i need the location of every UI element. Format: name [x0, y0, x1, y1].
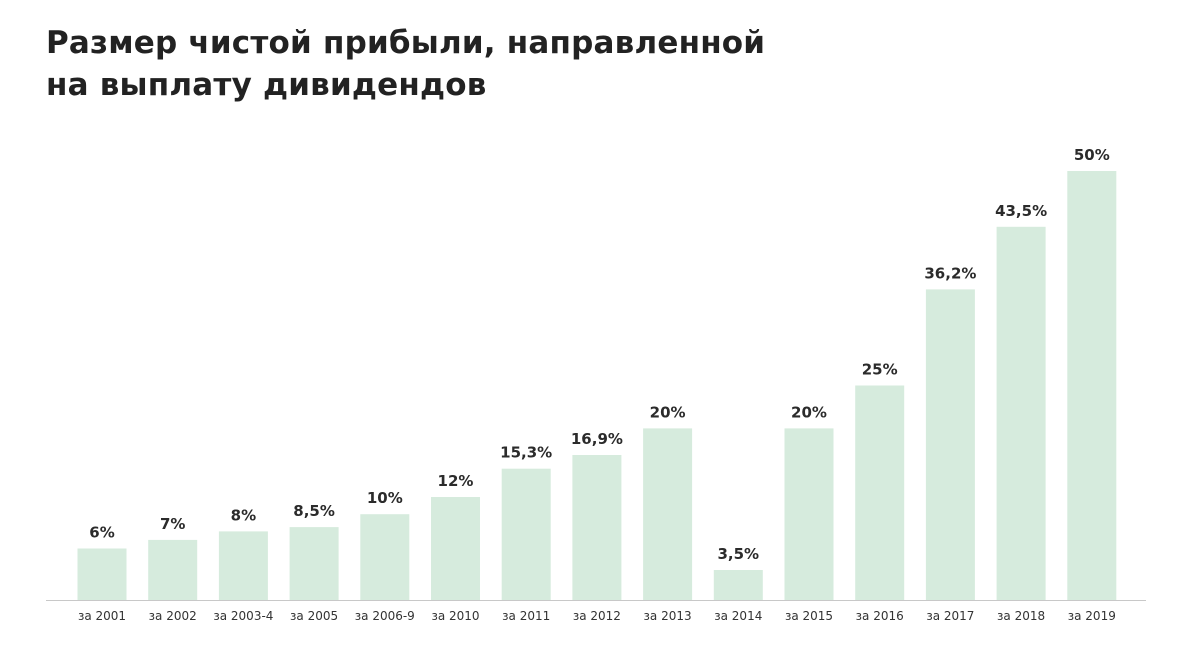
data-label-8: 20% [650, 403, 686, 421]
x-tick-label-14: за 2019 [1068, 609, 1116, 623]
bar-8 [643, 428, 693, 600]
bar-1 [148, 539, 198, 600]
x-tick-label-11: за 2016 [856, 609, 904, 623]
bars-group [77, 171, 1117, 601]
data-label-13: 43,5% [995, 202, 1047, 220]
x-tick-label-8: за 2013 [644, 609, 692, 623]
x-tick-label-10: за 2015 [785, 609, 833, 623]
bar-5 [431, 497, 480, 600]
data-label-3: 8,5% [293, 502, 335, 520]
data-label-14: 50% [1074, 146, 1110, 164]
x-tick-label-7: за 2012 [573, 609, 621, 623]
data-label-1: 7% [160, 515, 185, 533]
bar-3 [289, 527, 339, 600]
x-tick-label-6: за 2011 [502, 609, 550, 623]
data-label-0: 6% [89, 524, 114, 542]
x-tick-label-2: за 2003-4 [213, 609, 273, 623]
x-tick-labels-group: за 2001 за 2002 за 2003-4 за 2005 за 2006-9 з… [78, 609, 1116, 623]
x-tick-label-5: за 2010 [431, 609, 479, 623]
bar-10 [784, 428, 834, 600]
bar-0 [77, 548, 127, 600]
x-tick-label-0: за 2001 [78, 609, 126, 623]
data-label-7: 16,9% [571, 430, 623, 448]
data-label-5: 12% [438, 472, 474, 490]
x-tick-label-12: за 2017 [926, 609, 974, 623]
bar-13 [996, 226, 1046, 601]
chart-title: Размер чистой прибыли, направленной на в… [46, 25, 766, 103]
data-label-11: 25% [862, 361, 898, 379]
bar-14 [1067, 171, 1117, 600]
x-tick-label-13: за 2018 [997, 609, 1045, 623]
bar-7 [572, 455, 622, 600]
bar-4 [360, 514, 410, 600]
bar-6 [501, 468, 551, 600]
data-labels-group: 6% 7% 8% 8,5% 10% 12% 15,3% 16,9% 20% 3,5% 20% 25% 3… [89, 146, 1109, 563]
bar-12 [925, 289, 975, 600]
x-tick-label-1: за 2002 [149, 609, 197, 623]
data-label-2: 8% [231, 506, 256, 524]
bar-9 [713, 570, 763, 600]
x-tick-label-4: за 2006-9 [355, 609, 415, 623]
bar-11 [855, 385, 905, 600]
data-label-9: 3,5% [717, 545, 759, 563]
bar-2 [218, 531, 268, 600]
x-tick-label-3: за 2005 [290, 609, 338, 623]
data-label-12: 36,2% [924, 264, 976, 282]
data-label-4: 10% [367, 489, 403, 507]
data-label-6: 15,3% [500, 444, 552, 462]
x-tick-label-9: за 2014 [714, 609, 762, 623]
data-label-10: 20% [791, 403, 827, 421]
